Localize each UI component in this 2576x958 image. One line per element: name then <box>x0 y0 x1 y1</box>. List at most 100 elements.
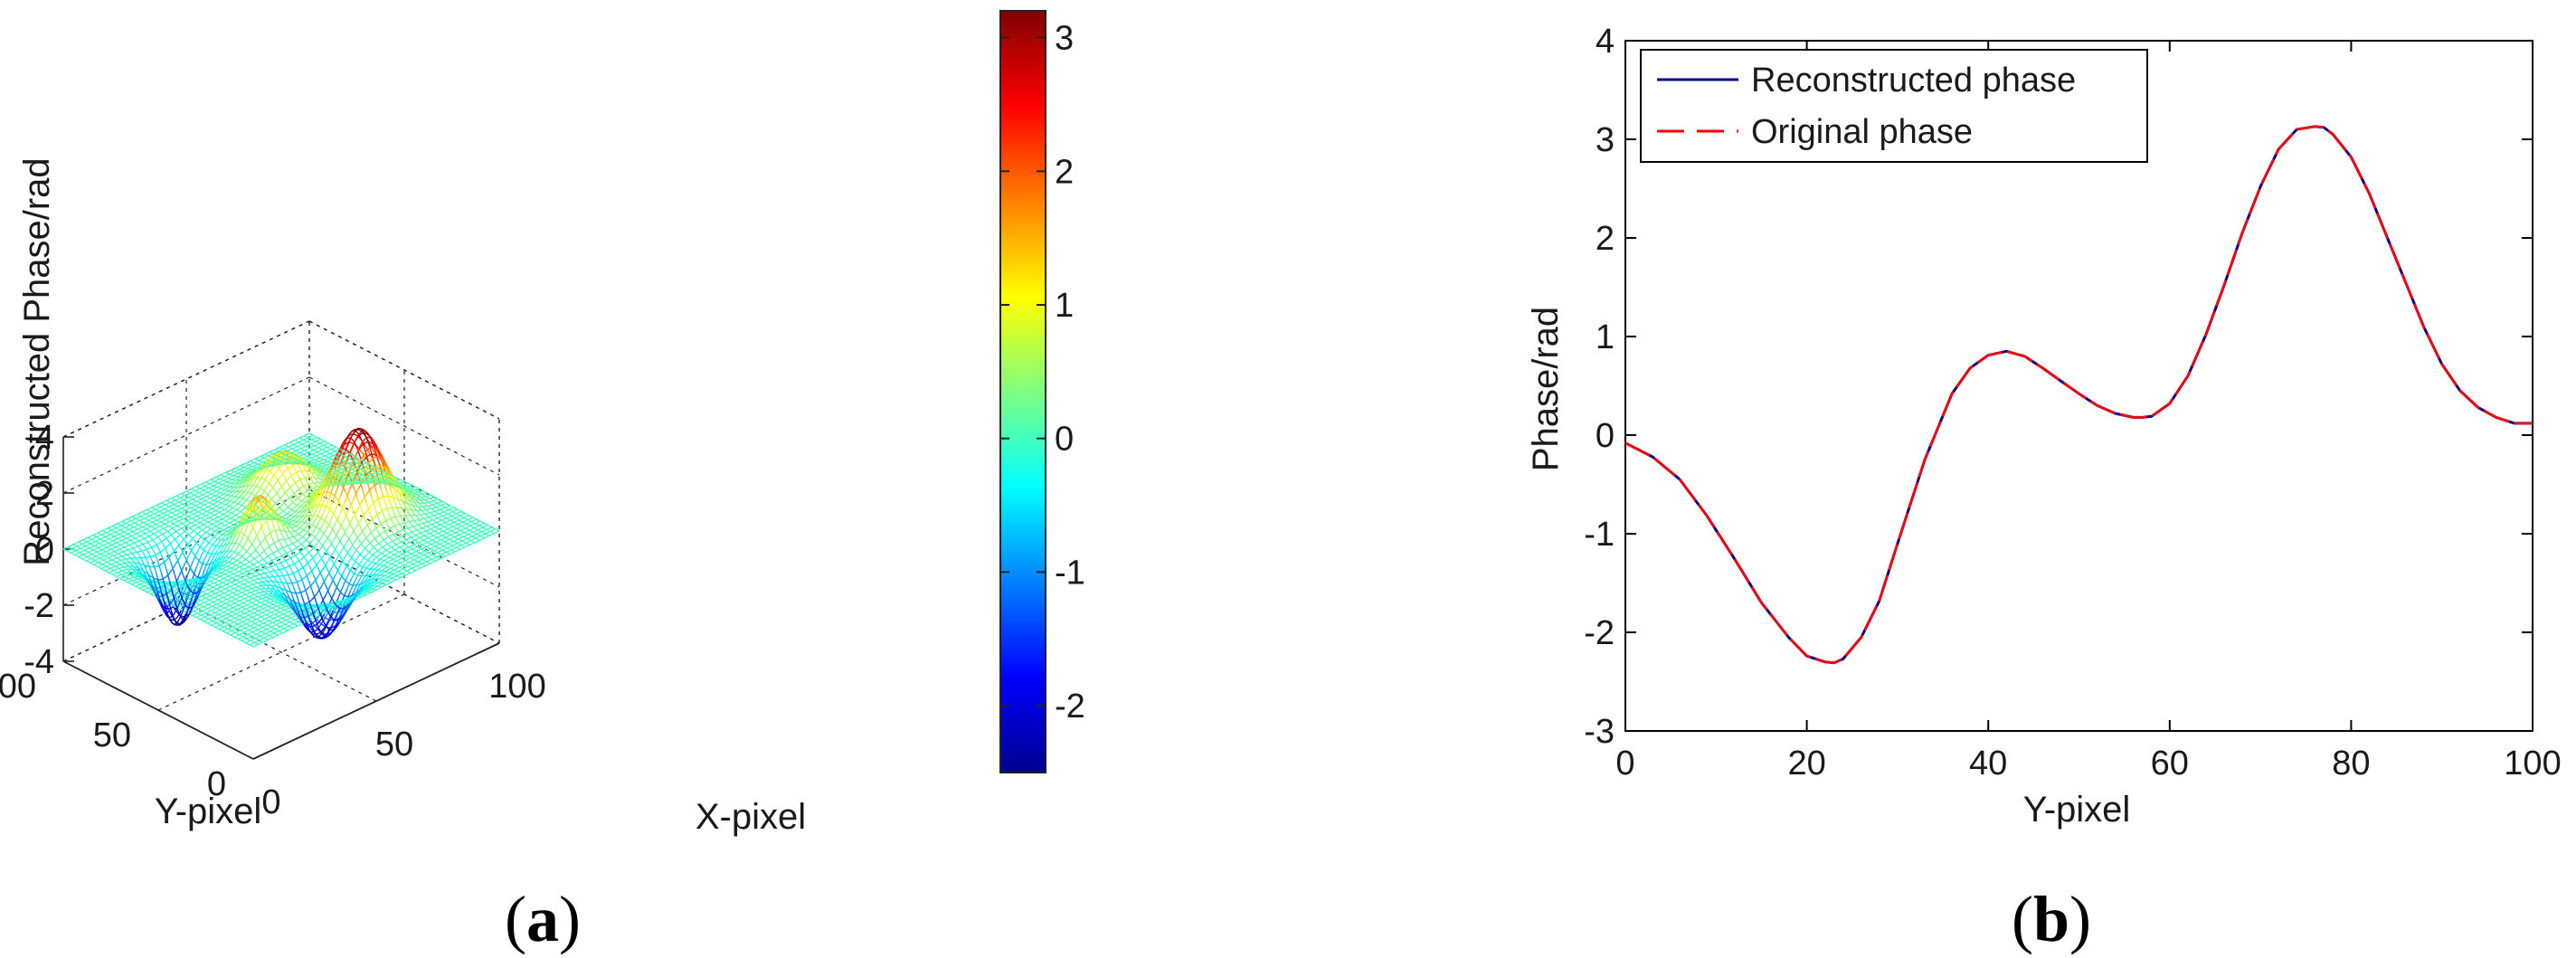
surface-mesh-segment <box>273 470 278 476</box>
surface-mesh-segment <box>198 555 203 562</box>
surface-mesh-segment <box>346 570 352 576</box>
surface-mesh-segment <box>193 566 197 574</box>
surface-mesh-segment <box>344 495 348 503</box>
surface-mesh-segment <box>337 494 342 502</box>
surface-mesh-segment <box>104 527 109 530</box>
surface-mesh-segment <box>333 507 337 515</box>
surface-mesh-segment <box>208 479 212 482</box>
surface-mesh-segment <box>317 529 321 535</box>
surface-mesh-segment <box>201 549 205 556</box>
surface-mesh-segment <box>277 476 281 481</box>
surface-mesh-segment <box>355 433 358 437</box>
surface-mesh-segment <box>365 551 370 555</box>
surface-mesh-segment <box>156 543 160 545</box>
surface-mesh-segment <box>199 563 204 571</box>
surface-mesh-segment <box>235 527 240 534</box>
surface-mesh-segment <box>317 498 322 506</box>
surface-mesh-segment <box>336 530 340 536</box>
surface-mesh-segment <box>232 542 236 548</box>
surface-mesh-segment <box>264 475 269 480</box>
surface-mesh-segment <box>350 498 355 506</box>
surface-mesh-segment <box>187 567 192 575</box>
surface-mesh-segment <box>344 589 348 596</box>
surface-mesh-segment <box>273 492 278 497</box>
surface-mesh-segment <box>276 539 279 543</box>
surface-mesh-segment <box>251 480 256 486</box>
surface-mesh-segment <box>334 518 338 526</box>
surface-mesh-segment <box>313 526 317 532</box>
surface-mesh-segment <box>336 513 341 520</box>
surface-mesh-segment <box>166 606 171 612</box>
surface-mesh-segment <box>301 434 305 438</box>
surface-mesh-segment <box>212 553 216 559</box>
grid-z-back <box>62 376 310 494</box>
surface-mesh-segment <box>312 510 317 517</box>
surface-mesh-segment <box>253 535 258 541</box>
surface-mesh-segment <box>261 479 266 485</box>
surface-mesh-segment <box>183 490 187 493</box>
surface-mesh-segment <box>343 515 347 521</box>
surface-mesh-segment <box>199 542 204 547</box>
surface-mesh-segment <box>308 510 313 517</box>
surface-mesh-segment <box>247 532 251 539</box>
surface-mesh-segment <box>247 460 251 463</box>
surface-mesh-segment <box>334 545 338 550</box>
surface-mesh-segment <box>178 492 182 496</box>
surface-mesh-segment <box>341 501 346 508</box>
surface-mesh-segment <box>203 545 207 551</box>
surface-mesh-segment <box>348 556 353 563</box>
surface-mesh-segment <box>248 493 252 498</box>
surface-mesh-segment <box>328 543 332 548</box>
surface-mesh-segment <box>258 477 262 483</box>
surface-mesh-segment <box>244 537 249 544</box>
surface-mesh-segment <box>232 467 236 470</box>
surface-mesh-segment <box>266 482 270 488</box>
surface-mesh-segment <box>182 547 186 553</box>
surface-mesh-segment <box>293 561 298 564</box>
surface-mesh-segment <box>114 523 118 526</box>
surface-mesh-segment <box>327 533 331 539</box>
surface-mesh-segment <box>271 449 276 451</box>
surface-mesh-segment <box>270 467 273 472</box>
surface-mesh-segment <box>281 444 286 447</box>
surface-mesh-segment <box>321 498 326 506</box>
surface-mesh-segment <box>218 474 222 477</box>
surface-mesh-segment <box>270 495 275 500</box>
surface-mesh-segment <box>202 539 206 544</box>
surface-mesh-segment <box>244 512 249 520</box>
surface-mesh-segment <box>314 500 318 507</box>
surface-mesh-segment <box>193 486 197 488</box>
surface-mesh-segment <box>197 570 202 578</box>
surface-mesh-segment <box>252 495 256 499</box>
surface-mesh-segment <box>174 495 177 498</box>
surface-mesh-segment <box>355 564 360 570</box>
surface-mesh-segment <box>351 553 355 558</box>
grid-z-right <box>308 376 500 476</box>
surface-mesh-segment <box>327 518 332 526</box>
surface-mesh-segment <box>336 581 340 588</box>
surface-mesh-segment <box>227 470 232 472</box>
surface-mesh-segment <box>270 474 275 480</box>
surface-mesh-segment <box>148 507 153 509</box>
surface-mesh-segment <box>342 556 346 562</box>
surface-mesh-segment <box>207 547 212 554</box>
surface-mesh-segment <box>237 532 242 539</box>
surface-mesh-segment <box>330 513 335 520</box>
surface-mesh-segment <box>346 488 351 497</box>
surface-mesh-segment <box>178 570 183 577</box>
surface-mesh-segment <box>164 601 168 607</box>
surface-mesh-segment <box>163 606 167 612</box>
surface-mesh-segment <box>276 488 280 494</box>
surface-mesh-segment <box>270 487 274 492</box>
surface-mesh-segment <box>272 483 276 488</box>
surface-mesh-segment <box>340 520 345 526</box>
surface-mesh-segment <box>326 524 330 530</box>
surface-mesh-segment <box>358 575 363 581</box>
surface-mesh-segment <box>336 540 341 546</box>
surface-mesh-segment <box>95 532 99 536</box>
surface-mesh-segment <box>352 561 356 566</box>
surface-mesh-segment <box>240 546 244 552</box>
surface-mesh-segment <box>246 547 251 552</box>
surface-mesh-segment <box>343 565 347 572</box>
